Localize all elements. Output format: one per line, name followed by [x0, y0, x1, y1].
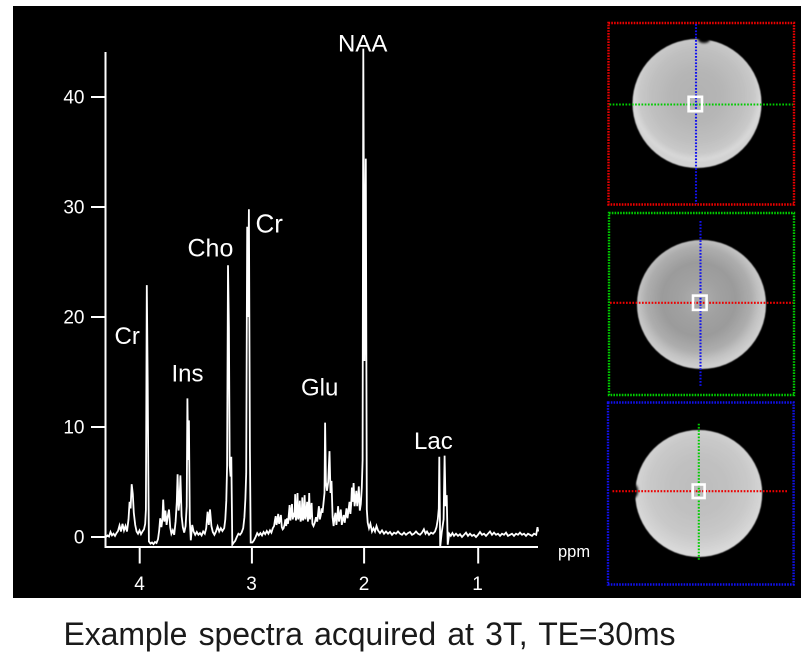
svg-text:0: 0: [74, 528, 85, 549]
svg-text:Cho: Cho: [188, 235, 234, 263]
svg-text:Lac: Lac: [414, 428, 453, 455]
svg-text:3: 3: [246, 574, 257, 595]
svg-text:Cr: Cr: [256, 209, 284, 239]
svg-text:NAA: NAA: [338, 31, 387, 58]
svg-text:1: 1: [472, 574, 483, 595]
svg-text:Ins: Ins: [172, 361, 204, 388]
svg-text:2: 2: [359, 574, 370, 595]
svg-text:40: 40: [63, 88, 84, 109]
svg-text:30: 30: [63, 198, 84, 219]
svg-text:20: 20: [63, 308, 84, 329]
svg-text:ppm: ppm: [558, 543, 590, 561]
svg-text:4: 4: [134, 574, 145, 595]
svg-text:Glu: Glu: [301, 375, 338, 402]
svg-text:Cr: Cr: [115, 323, 140, 350]
svg-text:10: 10: [63, 418, 84, 439]
